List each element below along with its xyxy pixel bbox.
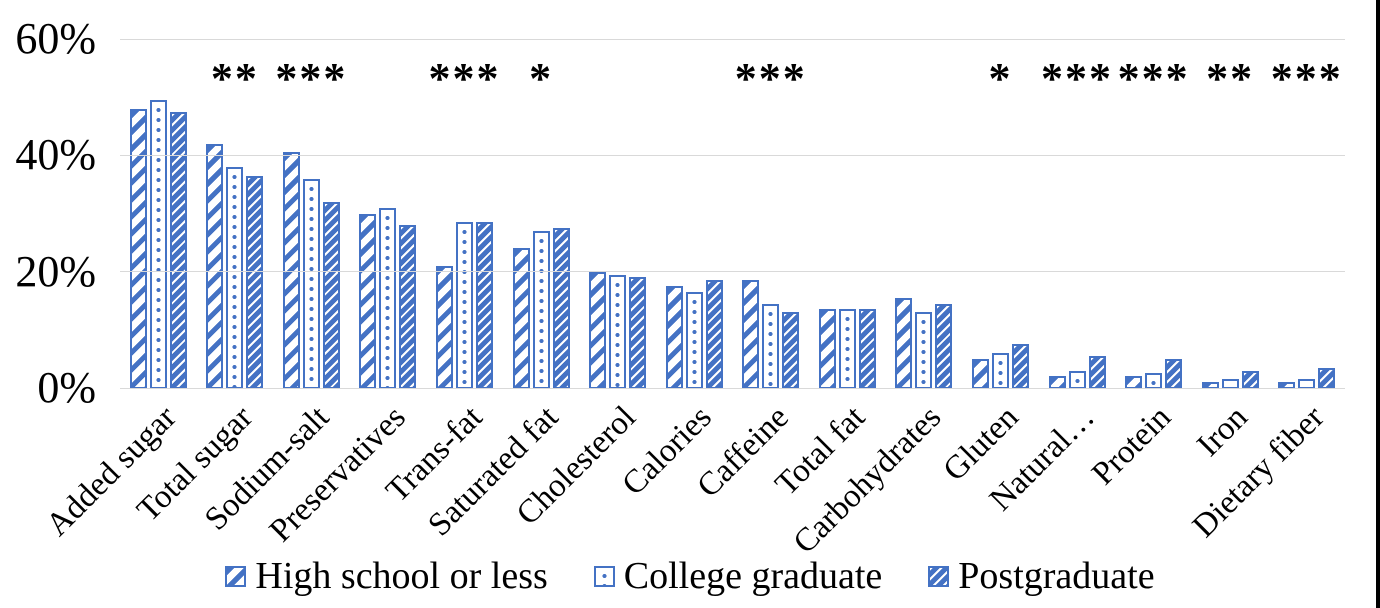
bar-college-graduate (149, 100, 167, 388)
bar-group: *** (733, 39, 810, 388)
bar-postgraduate (246, 175, 264, 388)
bar-group (120, 39, 197, 388)
bar-college-graduate (685, 292, 703, 388)
bar-high-school-or-less (1125, 376, 1143, 388)
bar-group (809, 39, 886, 388)
bar-group: *** (1268, 39, 1345, 388)
figure-right-border (1376, 0, 1380, 608)
bar-college-graduate (915, 312, 933, 388)
bar-postgraduate (935, 303, 953, 388)
bar-group: ** (197, 39, 274, 388)
bar-groups: ** *** *** * *** * *** *** ** *** (120, 39, 1345, 388)
bar-group: * (503, 39, 580, 388)
y-tick-label: 60% (15, 14, 96, 63)
significance-asterisks: * (529, 54, 554, 103)
bar-postgraduate (858, 309, 876, 388)
y-tick-label: 0% (37, 363, 96, 412)
significance-asterisks: * (988, 54, 1013, 103)
bar-group: *** (273, 39, 350, 388)
bar-group: *** (1039, 39, 1116, 388)
bar-high-school-or-less (129, 108, 147, 388)
bar-postgraduate (782, 312, 800, 388)
legend-swatch-dots (593, 565, 615, 587)
significance-asterisks: ** (210, 54, 259, 103)
gridline (120, 387, 1345, 389)
bar-college-graduate (379, 207, 397, 388)
significance-asterisks: ** (1206, 54, 1255, 103)
legend-label: High school or less (255, 555, 548, 597)
bar-college-graduate (1068, 370, 1086, 388)
bar-college-graduate (226, 166, 244, 388)
legend-swatch-fine-diagonal-weave (928, 565, 950, 587)
gridline (120, 154, 1345, 156)
bar-postgraduate (1165, 358, 1183, 388)
significance-asterisks: *** (275, 54, 348, 103)
bar-postgraduate (399, 225, 417, 388)
x-axis-labels: Added sugar Total sugar Sodium-salt Preserv… (39, 392, 1345, 561)
bar-group: * (962, 39, 1039, 388)
bar-high-school-or-less (895, 297, 913, 388)
bar-college-graduate (532, 230, 550, 388)
bar-college-graduate (456, 222, 474, 388)
bar-high-school-or-less (512, 248, 530, 388)
bar-group (656, 39, 733, 388)
y-tick-label: 20% (15, 246, 96, 296)
legend-item-postgraduate: Postgraduate (928, 555, 1155, 597)
bar-postgraduate (322, 201, 340, 388)
x-category-cell: Dietary fiber (1186, 392, 1345, 548)
bar-high-school-or-less (436, 265, 454, 388)
bar-group (886, 39, 963, 388)
bar-group: *** (1115, 39, 1192, 388)
bar-high-school-or-less (742, 280, 760, 388)
legend-item-high-school-or-less: High school or less (225, 555, 548, 597)
legend-label: College graduate (623, 555, 883, 597)
bar-college-graduate (991, 353, 1009, 388)
bar-high-school-or-less (359, 213, 377, 388)
bar-postgraduate (1318, 367, 1336, 388)
significance-asterisks: *** (1117, 54, 1190, 103)
bar-college-graduate (1145, 373, 1163, 388)
bar-postgraduate (552, 228, 570, 388)
bar-postgraduate (705, 280, 723, 388)
bar-high-school-or-less (818, 309, 836, 388)
bar-postgraduate (1241, 370, 1259, 388)
bar-postgraduate (476, 222, 494, 388)
bar-college-graduate (302, 178, 320, 388)
legend-item-college-graduate: College graduate (593, 555, 883, 597)
x-category-label: Iron (1190, 399, 1255, 464)
bar-college-graduate (762, 303, 780, 388)
bar-postgraduate (1088, 356, 1106, 388)
bar-group (350, 39, 427, 388)
significance-asterisks: *** (734, 54, 807, 103)
y-axis: 0% 20% 40% 60% (0, 17, 106, 410)
bar-postgraduate (169, 111, 187, 388)
gridline (120, 271, 1345, 273)
significance-asterisks: *** (428, 54, 501, 103)
significance-asterisks: *** (1041, 54, 1114, 103)
y-tick-label: 40% (15, 130, 96, 180)
gridline (120, 38, 1345, 40)
bar-high-school-or-less (665, 286, 683, 388)
bar-group (579, 39, 656, 388)
legend-swatch-wide-diagonal-stripes (225, 565, 247, 587)
plot-area: ** *** *** * *** * *** *** ** *** (120, 38, 1345, 389)
bar-group: *** (426, 39, 503, 388)
legend-label: Postgraduate (958, 555, 1155, 597)
bar-high-school-or-less (282, 152, 300, 388)
bar-high-school-or-less (589, 271, 607, 388)
bar-high-school-or-less (1048, 376, 1066, 388)
bar-college-graduate (609, 274, 627, 388)
bar-college-graduate (838, 309, 856, 388)
bar-high-school-or-less (206, 143, 224, 388)
bar-group: ** (1192, 39, 1269, 388)
x-category-cell: Protein (1085, 392, 1192, 548)
bar-postgraduate (629, 277, 647, 388)
bar-high-school-or-less (971, 358, 989, 388)
bar-postgraduate (1011, 344, 1029, 388)
significance-asterisks: *** (1270, 54, 1343, 103)
legend: High school or less College graduate Postg… (0, 556, 1380, 596)
